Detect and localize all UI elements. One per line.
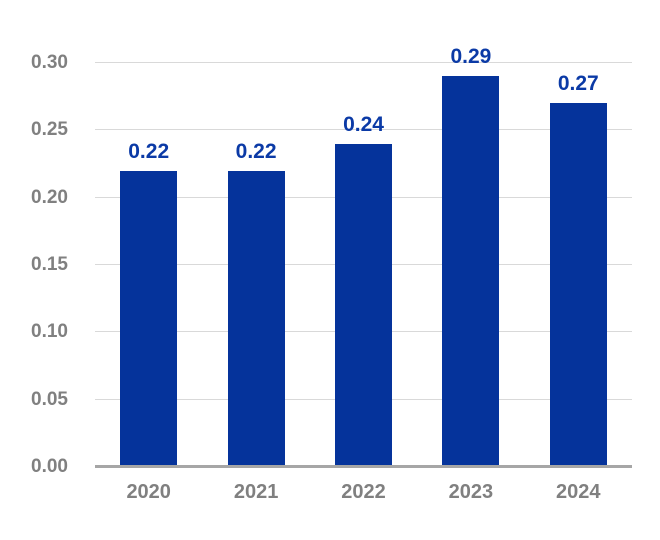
- gridline: [95, 129, 632, 131]
- y-axis-tick-label: 0.15: [31, 254, 68, 275]
- x-axis-category-label: 2024: [556, 481, 601, 503]
- x-axis-baseline: [95, 465, 632, 468]
- y-axis-tick-label: 0.20: [31, 186, 68, 208]
- x-axis-category-label: 2023: [448, 481, 494, 503]
- bar-value-label: 0.22: [235, 139, 277, 163]
- x-axis-category-label: 2021: [233, 481, 279, 503]
- y-axis-tick-label: 0.05: [31, 388, 68, 410]
- bar: [549, 103, 607, 467]
- bar-value-label: 0.22: [128, 139, 170, 163]
- bar: [442, 76, 500, 467]
- y-axis-tick-label: 0.00: [31, 456, 68, 477]
- bar-value-label: 0.29: [450, 45, 492, 69]
- bar: [227, 170, 285, 467]
- y-axis-tick-label: 0.25: [31, 119, 68, 141]
- y-axis-tick-label: 0.10: [31, 321, 68, 343]
- x-axis-category-label: 2020: [126, 481, 171, 503]
- y-axis-tick-label: 0.30: [31, 52, 68, 73]
- bar: [120, 170, 178, 467]
- plot-area: 0.22 0.22 0.24 0.29 0.27: [95, 46, 632, 468]
- x-axis-category-label: 2022: [341, 481, 386, 503]
- y-axis: 0.00 0.05 0.10 0.15 0.20 0.25 0.30: [0, 52, 68, 477]
- gridline: [95, 62, 632, 63]
- bar-value-label: 0.27: [557, 72, 599, 96]
- bar-value-label: 0.24: [343, 112, 384, 136]
- bar: [335, 143, 392, 467]
